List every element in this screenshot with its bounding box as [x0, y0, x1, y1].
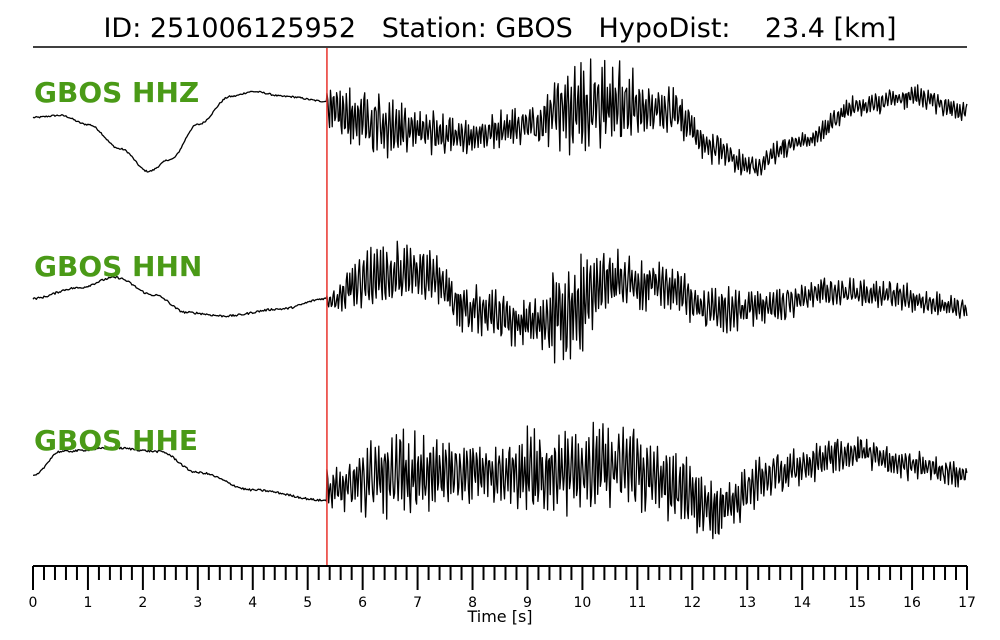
trace-gbos-hhe [32, 421, 968, 540]
trace-label-gbos-hhn: GBOS HHN [34, 250, 202, 283]
chart-title: ID: 251006125952 Station: GBOS HypoDist:… [103, 13, 896, 44]
x-tick-label: 13 [738, 595, 756, 611]
trace-gbos-hhz [32, 58, 968, 177]
x-ticks: 0 1 2 3 4 5 6 7 8 9 10 11 12 13 14 15 16 17 [29, 566, 976, 611]
x-tick-label: 1 [83, 595, 92, 611]
trace-label-gbos-hhz: GBOS HHZ [34, 76, 199, 109]
x-tick-label: 8 [468, 595, 477, 611]
x-tick-label: 12 [683, 595, 701, 611]
x-tick-label: 14 [793, 595, 811, 611]
x-tick-label: 5 [303, 595, 312, 611]
x-tick-label: 7 [413, 595, 422, 611]
x-tick-label: 16 [903, 595, 921, 611]
x-tick-label: 2 [138, 595, 147, 611]
x-tick-label: 10 [573, 595, 591, 611]
x-tick-label: 15 [848, 595, 866, 611]
traces: GBOS HHZ GBOS HHN GBOS HHE [32, 58, 968, 540]
x-tick-label: 11 [628, 595, 646, 611]
x-tick-label: 6 [358, 595, 367, 611]
trace-label-gbos-hhe: GBOS HHE [34, 424, 198, 457]
x-tick-label: 9 [523, 595, 532, 611]
x-axis-label: Time [s] [466, 607, 532, 626]
x-tick-label: 0 [29, 595, 38, 611]
x-tick-label: 4 [248, 595, 257, 611]
x-tick-label: 17 [958, 595, 976, 611]
x-tick-label: 3 [193, 595, 202, 611]
trace-gbos-hhn [32, 240, 968, 364]
